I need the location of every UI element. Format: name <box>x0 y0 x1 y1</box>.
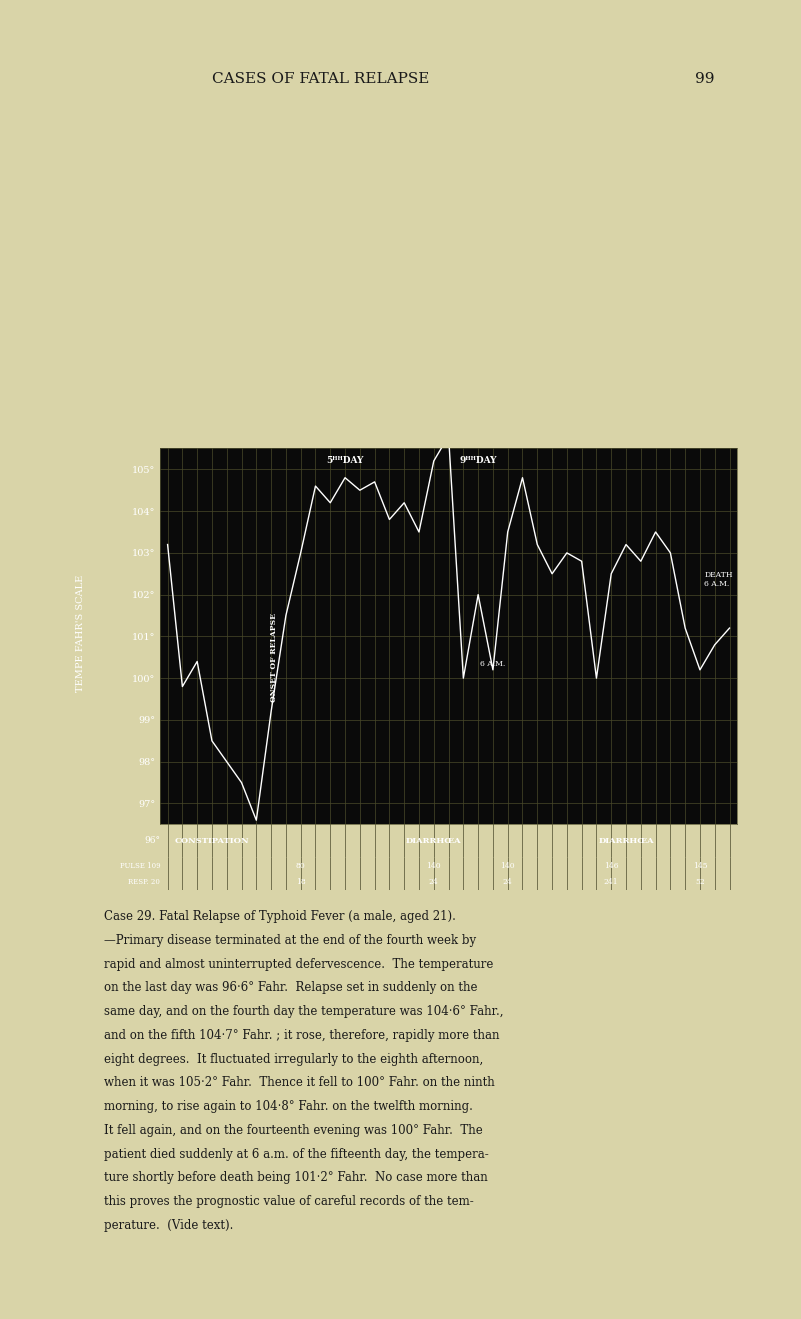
Text: DEATH
6 A.M.: DEATH 6 A.M. <box>704 571 733 588</box>
Text: ture shortly before death being 101·2° Fahr.  No case more than: ture shortly before death being 101·2° F… <box>104 1171 488 1184</box>
Text: RESP. 20: RESP. 20 <box>128 878 160 886</box>
Text: 146: 146 <box>604 861 618 869</box>
Text: 6 A.M.: 6 A.M. <box>481 660 505 667</box>
Text: PULSE 109: PULSE 109 <box>119 861 160 869</box>
Text: 52: 52 <box>695 878 705 886</box>
Text: patient died suddenly at 6 a.m. of the fifteenth day, the tempera-: patient died suddenly at 6 a.m. of the f… <box>104 1148 489 1161</box>
Text: on the last day was 96·6° Fahr.  Relapse set in suddenly on the: on the last day was 96·6° Fahr. Relapse … <box>104 981 477 995</box>
Text: eight degrees.  It fluctuated irregularly to the eighth afternoon,: eight degrees. It fluctuated irregularly… <box>104 1053 483 1066</box>
Text: perature.  (Vide text).: perature. (Vide text). <box>104 1219 234 1232</box>
Text: 145: 145 <box>693 861 707 869</box>
Text: morning, to rise again to 104·8° Fahr. on the twelfth morning.: morning, to rise again to 104·8° Fahr. o… <box>104 1100 473 1113</box>
Text: 9ᴴᴴDAY: 9ᴴᴴDAY <box>460 456 497 466</box>
Text: 140: 140 <box>426 861 441 869</box>
Text: 140: 140 <box>501 861 515 869</box>
Text: TEMPE FAHR'S SCALE: TEMPE FAHR'S SCALE <box>75 575 85 691</box>
Text: this proves the prognostic value of careful records of the tem-: this proves the prognostic value of care… <box>104 1195 474 1208</box>
Text: and on the fifth 104·7° Fahr. ; it rose, therefore, rapidly more than: and on the fifth 104·7° Fahr. ; it rose,… <box>104 1029 500 1042</box>
Text: 96°: 96° <box>144 836 160 845</box>
Text: CASES OF FATAL RELAPSE: CASES OF FATAL RELAPSE <box>211 73 429 86</box>
Text: rapid and almost uninterrupted defervescence.  The temperature: rapid and almost uninterrupted defervesc… <box>104 958 493 971</box>
Text: ONSET OF RELAPSE: ONSET OF RELAPSE <box>270 613 278 702</box>
Text: 99: 99 <box>695 73 714 86</box>
Text: Case 29. Fatal Relapse of Typhoid Fever (a male, aged 21).: Case 29. Fatal Relapse of Typhoid Fever … <box>104 910 456 923</box>
Text: CONSTIPATION: CONSTIPATION <box>175 836 249 845</box>
Text: when it was 105·2° Fahr.  Thence it fell to 100° Fahr. on the ninth: when it was 105·2° Fahr. Thence it fell … <box>104 1076 495 1089</box>
Text: DIARRHŒA: DIARRHŒA <box>406 836 461 845</box>
Text: DIARRHŒA: DIARRHŒA <box>598 836 654 845</box>
Text: 18: 18 <box>296 878 305 886</box>
Text: 5ᴴᴴDAY: 5ᴴᴴDAY <box>326 456 364 466</box>
Text: —Primary disease terminated at the end of the fourth week by: —Primary disease terminated at the end o… <box>104 934 477 947</box>
Text: 24: 24 <box>429 878 439 886</box>
Text: 80: 80 <box>296 861 305 869</box>
Text: It fell again, and on the fourteenth evening was 100° Fahr.  The: It fell again, and on the fourteenth eve… <box>104 1124 483 1137</box>
Text: 241: 241 <box>604 878 618 886</box>
Text: same day, and on the fourth day the temperature was 104·6° Fahr.,: same day, and on the fourth day the temp… <box>104 1005 504 1018</box>
Text: 24: 24 <box>503 878 513 886</box>
